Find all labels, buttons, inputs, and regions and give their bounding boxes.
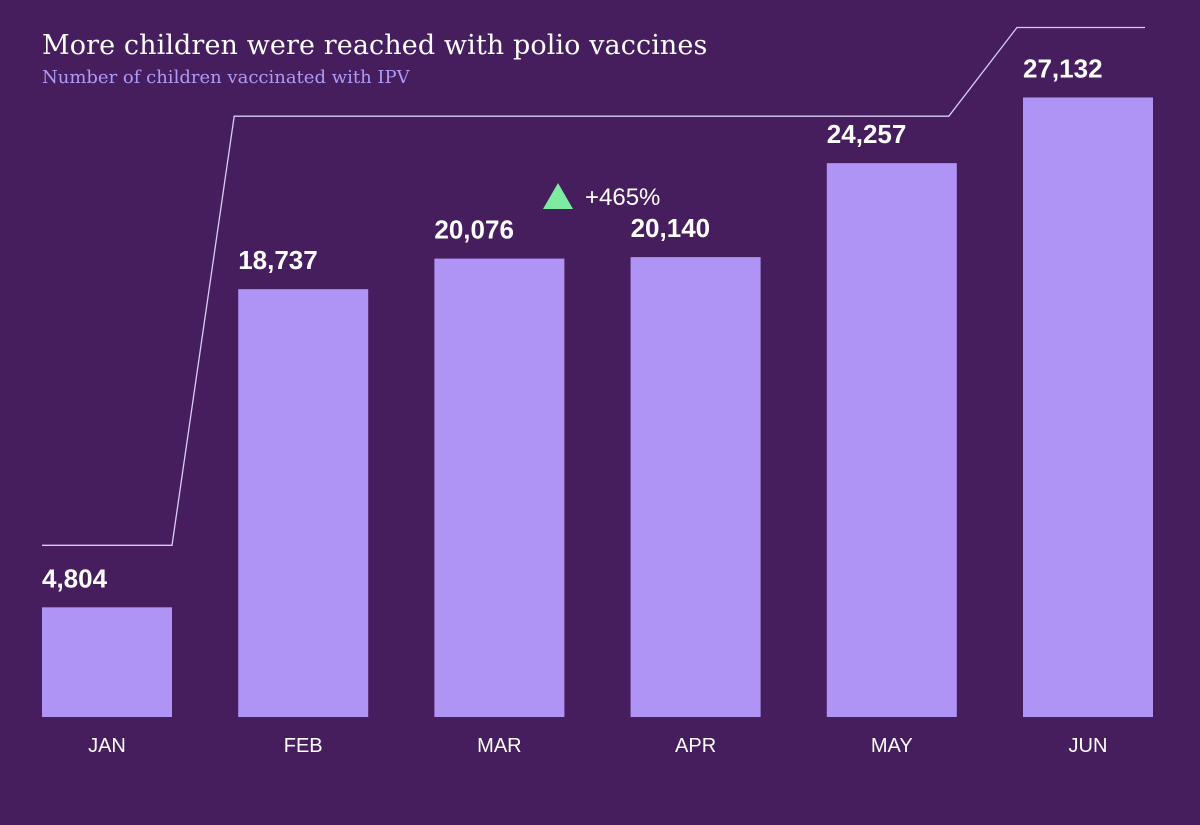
- x-tick-label-jun: JUN: [1069, 735, 1108, 757]
- bar-jun: [1023, 97, 1153, 717]
- bar-apr: [630, 257, 761, 717]
- x-tick-label-mar: MAR: [477, 735, 521, 757]
- change-annotation-label: +465%: [585, 184, 660, 211]
- bar-feb: [238, 289, 369, 717]
- triangle-up-icon: [543, 183, 573, 209]
- chart-subtitle: Number of children vaccinated with IPV: [42, 67, 410, 88]
- value-label-jan: 4,804: [42, 563, 108, 593]
- bar-jan: [42, 607, 172, 717]
- value-label-jun: 27,132: [1023, 53, 1103, 83]
- x-tick-label-feb: FEB: [284, 735, 323, 757]
- value-label-may: 24,257: [827, 119, 907, 149]
- value-label-apr: 20,140: [631, 213, 711, 243]
- chart-title: More children were reached with polio va…: [42, 30, 708, 61]
- x-tick-label-may: MAY: [871, 735, 913, 757]
- bar-mar: [434, 258, 565, 717]
- value-label-mar: 20,076: [434, 215, 514, 245]
- change-connector-line: [42, 26, 1145, 546]
- x-tick-label-apr: APR: [675, 735, 716, 757]
- bar-may: [826, 163, 957, 717]
- x-tick-label-jan: JAN: [88, 735, 126, 757]
- value-label-feb: 18,737: [238, 245, 318, 275]
